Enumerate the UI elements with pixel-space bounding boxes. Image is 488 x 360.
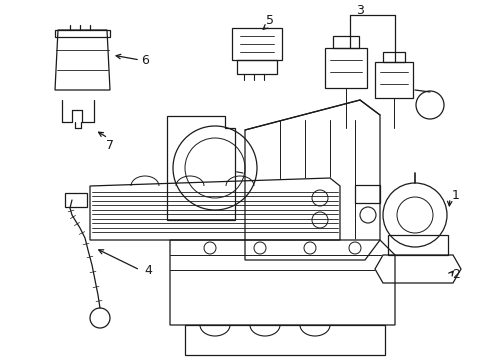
- Text: 7: 7: [106, 139, 114, 152]
- Polygon shape: [167, 116, 235, 220]
- Polygon shape: [244, 100, 379, 260]
- Bar: [374, 62, 412, 98]
- Bar: [332, 36, 358, 48]
- Text: 3: 3: [355, 4, 363, 17]
- Polygon shape: [55, 30, 110, 90]
- Text: 6: 6: [141, 54, 149, 67]
- Bar: [65, 193, 87, 207]
- Text: 1: 1: [451, 189, 459, 202]
- Polygon shape: [170, 240, 394, 325]
- Polygon shape: [90, 178, 339, 240]
- Bar: [231, 28, 282, 60]
- Bar: [382, 52, 404, 62]
- Text: 2: 2: [451, 269, 459, 282]
- Text: 4: 4: [144, 264, 152, 276]
- Polygon shape: [184, 325, 384, 355]
- Bar: [387, 235, 447, 255]
- Bar: [237, 60, 276, 74]
- Polygon shape: [374, 255, 460, 283]
- Text: 5: 5: [265, 14, 273, 27]
- Bar: [354, 185, 379, 203]
- Bar: [325, 48, 366, 88]
- Polygon shape: [55, 30, 110, 37]
